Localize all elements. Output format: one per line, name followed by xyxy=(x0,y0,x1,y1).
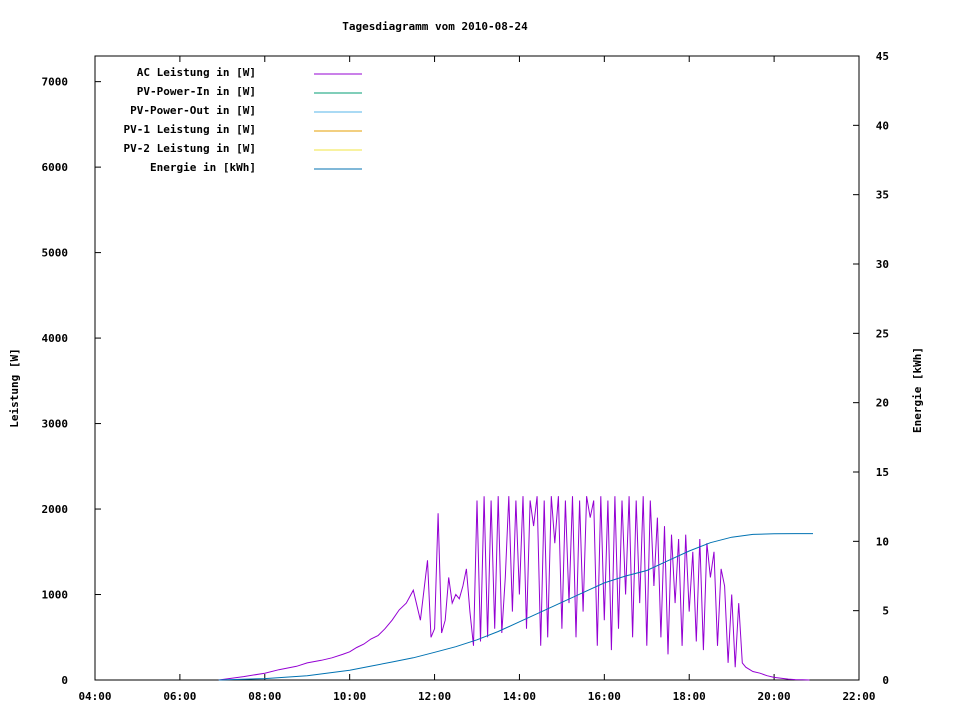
y2-tick-label: 15 xyxy=(876,466,889,479)
plot-frame xyxy=(94,55,860,681)
y-axis-label: Leistung [W] xyxy=(8,348,21,427)
x-tick-label: 04:00 xyxy=(78,690,111,703)
x-tick-label: 08:00 xyxy=(248,690,281,703)
series-layer xyxy=(218,496,813,681)
x-tick-label: 06:00 xyxy=(163,690,196,703)
x-tick-label: 14:00 xyxy=(503,690,536,703)
legend-label: PV-Power-In in [W] xyxy=(137,85,256,98)
y-tick-label: 1000 xyxy=(42,589,69,602)
y-tick-label: 7000 xyxy=(42,76,69,89)
legend-label: PV-Power-Out in [W] xyxy=(130,104,256,117)
y2-axis-label: Energie [kWh] xyxy=(911,347,924,433)
y2-tick-label: 35 xyxy=(876,189,889,202)
legend: AC Leistung in [W] PV-Power-In in [W] PV-P… xyxy=(124,66,362,174)
x-tick-label: 22:00 xyxy=(842,690,875,703)
legend-label: PV-1 Leistung in [W] xyxy=(124,123,256,136)
x-tick-label: 12:00 xyxy=(418,690,451,703)
y2-tick-label: 10 xyxy=(876,535,889,548)
ticks-layer: 04:00 06:00 08:00 10:00 12:00 14:00 16:00 18:00… xyxy=(42,50,890,703)
y2-tick-label: 40 xyxy=(876,119,889,132)
y-tick-label: 4000 xyxy=(42,332,69,345)
y2-tick-label: 20 xyxy=(876,397,889,410)
chart-title: Tagesdiagramm vom 2010-08-24 xyxy=(342,20,528,33)
legend-label: AC Leistung in [W] xyxy=(137,66,256,79)
y-tick-label: 6000 xyxy=(42,161,69,174)
y2-tick-label: 30 xyxy=(876,258,889,271)
legend-label: PV-2 Leistung in [W] xyxy=(124,142,256,155)
y-tick-label: 2000 xyxy=(42,503,69,516)
y2-tick-label: 25 xyxy=(876,327,889,340)
y2-tick-label: 5 xyxy=(882,605,889,618)
x-tick-label: 18:00 xyxy=(673,690,706,703)
legend-label: Energie in [kWh] xyxy=(150,161,256,174)
y2-tick-label: 45 xyxy=(876,50,889,63)
x-tick-label: 10:00 xyxy=(333,690,366,703)
y2-tick-label: 0 xyxy=(882,674,889,687)
x-tick-label: 20:00 xyxy=(758,690,791,703)
series-line-0 xyxy=(218,496,810,681)
y-tick-label: 5000 xyxy=(42,247,69,260)
x-tick-label: 16:00 xyxy=(588,690,621,703)
y-tick-label: 0 xyxy=(61,674,68,687)
series-line-5 xyxy=(218,533,813,681)
y-tick-label: 3000 xyxy=(42,418,69,431)
